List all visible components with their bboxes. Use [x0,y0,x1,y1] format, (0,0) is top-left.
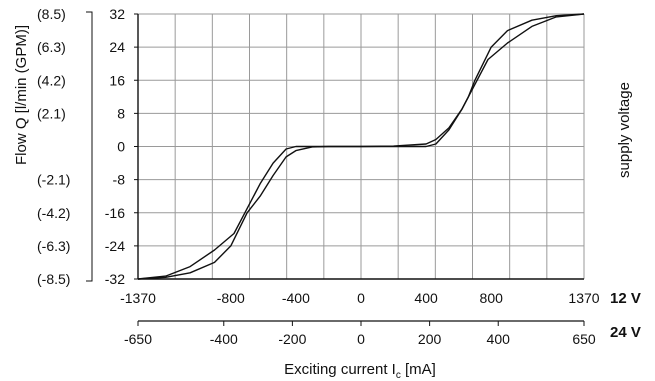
y-tick-label: 8 [117,105,125,121]
y-tick-label: 0 [117,139,125,155]
chart-series [137,13,585,280]
x-tick-label: 0 [357,290,365,306]
y-tick-label: 24 [109,39,125,55]
supply-voltage-label: supply voltage [616,82,633,178]
x-tick-label: -1370 [120,290,156,306]
y-tick-label: 32 [109,6,125,22]
y-tick-label: 16 [109,72,125,88]
x-tick-label: -800 [217,290,245,306]
x2-tick-label: 650 [572,331,596,347]
x2-tick-label: -200 [278,331,306,347]
y-tick-label-gpm: (-4.2) [37,205,70,221]
y-tick-label-gpm: (8.5) [37,6,66,22]
hysteresis-curve-2 [137,13,585,280]
x-tick-label: 400 [414,290,438,306]
axis-label-24v: 24 V [610,324,641,341]
x-axis-title: Exciting current Ic [mA] [284,361,436,381]
x2-tick-label: -650 [124,331,152,347]
x2-tick-label: 200 [418,331,442,347]
y-tick-label: -32 [105,271,125,287]
x-axis-ticks: -1370 -800 -400 0 400 800 1370 [120,290,600,306]
y-tick-label-gpm: (-8.5) [37,271,70,287]
x2-tick-label: 0 [357,331,365,347]
y-tick-label-gpm: (4.2) [37,72,66,88]
y-tick-label-gpm: (-6.3) [37,238,70,254]
x-tick-label: 1370 [568,290,599,306]
y-tick-label: -8 [113,172,126,188]
y-axis-title: Flow Q [l/min (GPM)] [13,25,30,165]
axis-label-12v: 12 V [610,290,641,307]
x-tick-label: -400 [282,290,310,306]
x2-tick-label: 400 [487,331,511,347]
y-tick-label: -16 [105,205,125,221]
y-tick-label-gpm: (-2.1) [37,172,70,188]
secondary-x-axis: -650 -400 -200 0 200 400 650 [124,320,596,347]
gpm-bracket [86,11,93,282]
x2-tick-label: -400 [210,331,238,347]
y-tick-label: -24 [105,238,125,254]
y-tick-label-gpm: (6.3) [37,39,66,55]
x-tick-label: 800 [480,290,504,306]
y-tick-label-gpm: (2.1) [37,105,66,121]
y-axis-ticks: 32 (8.5) 24 (6.3) 16 (4.2) 8 (2.1) 0 -8 (-2.1) -16 (… [37,6,138,287]
